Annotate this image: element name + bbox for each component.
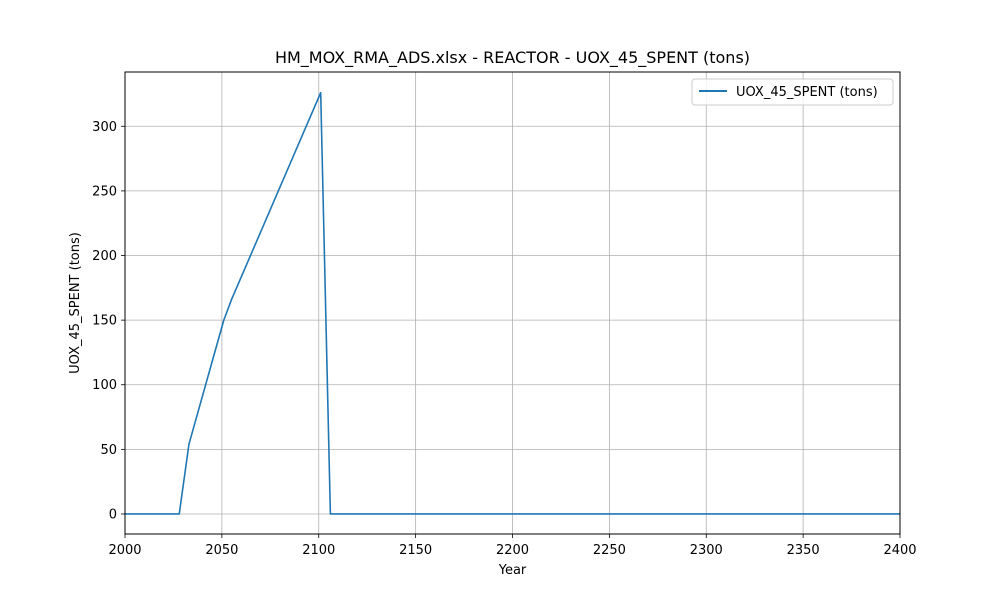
x-axis-label: Year	[498, 563, 527, 578]
x-tick-label: 2200	[496, 543, 529, 558]
x-tick-label: 2000	[108, 543, 141, 558]
x-tick-label: 2400	[883, 543, 916, 558]
legend-box	[691, 78, 894, 106]
series-line	[125, 91, 900, 515]
y-tick-label: 200	[92, 249, 117, 264]
legend: UOX_45_SPENT (tons)	[691, 78, 894, 106]
x-tick-label: 2350	[787, 543, 820, 558]
y-tick-label: 100	[92, 378, 117, 393]
chart-title: HM_MOX_RMA_ADS.xlsx - REACTOR - UOX_45_S…	[275, 48, 750, 68]
legend-entry: UOX_45_SPENT (tons)	[736, 85, 878, 100]
y-tick-label: 50	[100, 443, 117, 458]
y-tick-label: 250	[92, 184, 117, 199]
y-axis-label: UOX_45_SPENT (tons)	[68, 232, 83, 374]
x-tick-label: 2100	[302, 543, 335, 558]
x-tick-label: 2050	[205, 543, 238, 558]
x-tick-label: 2300	[690, 543, 723, 558]
y-tick-label: 300	[92, 120, 117, 135]
y-tick-label: 150	[92, 314, 117, 329]
x-tick-label: 2250	[593, 543, 626, 558]
x-tick-label: 2150	[399, 543, 432, 558]
series-layer	[125, 91, 900, 515]
y-tick-label: 0	[109, 507, 117, 522]
ticks: 2000 2050 2100 2150 2200 2250 2300 2350 2400 0 50 1…	[92, 120, 916, 558]
